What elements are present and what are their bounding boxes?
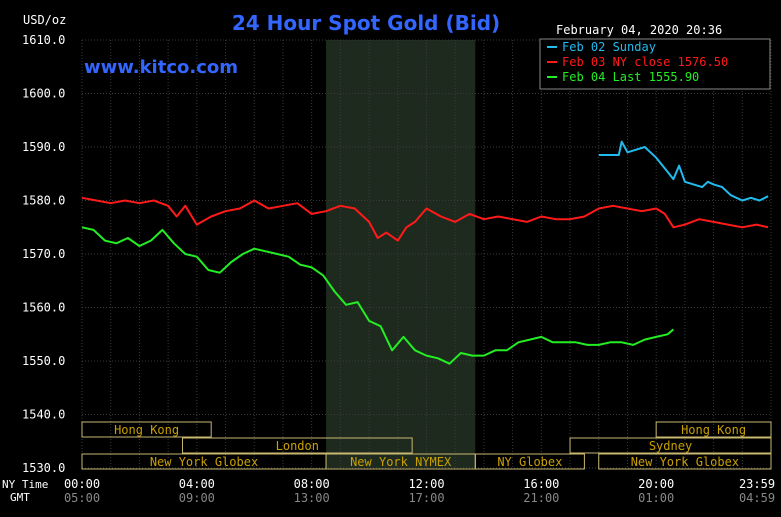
y-tick-label: 1560.0: [22, 301, 65, 315]
ny-time-label: NY Time: [2, 478, 48, 491]
session-bar: [181, 437, 413, 454]
x-tick-label-gmt: 01:00: [638, 491, 674, 505]
session-label: New York Globex: [150, 455, 258, 469]
legend-label: Feb 04 Last 1555.90: [562, 70, 699, 84]
y-tick-label: 1570.0: [22, 247, 65, 261]
series-line-feb03: [81, 196, 769, 242]
session-bar: [474, 453, 585, 470]
x-tick-label-gmt: 05:00: [64, 491, 100, 505]
session-label: New York NYMEX: [350, 455, 452, 469]
y-tick-label: 1580.0: [22, 194, 65, 208]
x-tick-label-ny: 08:00: [294, 477, 330, 491]
legend-label: Feb 02 Sunday: [562, 40, 656, 54]
series-line-feb02: [598, 140, 769, 202]
currency-label: USD/oz: [23, 13, 66, 27]
site-watermark: www.kitco.com: [84, 57, 238, 78]
y-tick-label: 1590.0: [22, 140, 65, 154]
y-tick-label: 1530.0: [22, 461, 65, 475]
y-axis-ticks: 1610.0 1600.0 1590.0 1580.0 1570.0 1560.0 1550…: [22, 33, 65, 475]
x-tick-label-ny: 16:00: [523, 477, 559, 491]
series-line-feb04: [81, 226, 675, 365]
x-tick-label-ny: 20:00: [638, 477, 674, 491]
y-tick-label: 1540.0: [22, 408, 65, 422]
x-tick-label-gmt: 09:00: [179, 491, 215, 505]
session-label: NY Globex: [497, 455, 562, 469]
x-tick-label-gmt: 13:00: [294, 491, 330, 505]
x-tick-label-gmt: 04:59: [739, 491, 775, 505]
x-tick-label-gmt: 17:00: [408, 491, 444, 505]
gmt-label: GMT: [10, 491, 30, 504]
x-tick-label-ny: 00:00: [64, 477, 100, 491]
x-tick-label-ny: 04:00: [179, 477, 215, 491]
session-bar: [569, 437, 772, 454]
x-tick-label-gmt: 21:00: [523, 491, 559, 505]
session-bar: [655, 421, 772, 438]
y-tick-label: 1610.0: [22, 33, 65, 47]
y-tick-label: 1600.0: [22, 87, 65, 101]
legend-box: [539, 38, 771, 90]
session-bar: [81, 421, 212, 438]
price-series: [81, 140, 769, 365]
legend-label: Feb 03 NY close 1576.50: [562, 55, 728, 69]
x-tick-label-ny: 23:59: [739, 477, 775, 491]
session-label: Hong Kong: [114, 423, 179, 437]
session-label: London: [276, 439, 319, 453]
x-tick-label-ny: 12:00: [408, 477, 444, 491]
session-label: Hong Kong: [681, 423, 746, 437]
market-sessions: Hong Kong Hong Kong London Sydney New York G…: [81, 421, 772, 470]
y-tick-label: 1550.0: [22, 354, 65, 368]
session-label: Sydney: [649, 439, 692, 453]
session-bar: [598, 453, 772, 470]
session-label: New York Globex: [631, 455, 739, 469]
timestamp: February 04, 2020 20:36: [556, 23, 722, 37]
chart-grid: [81, 39, 772, 469]
chart-title: 24 Hour Spot Gold (Bid): [232, 11, 500, 35]
